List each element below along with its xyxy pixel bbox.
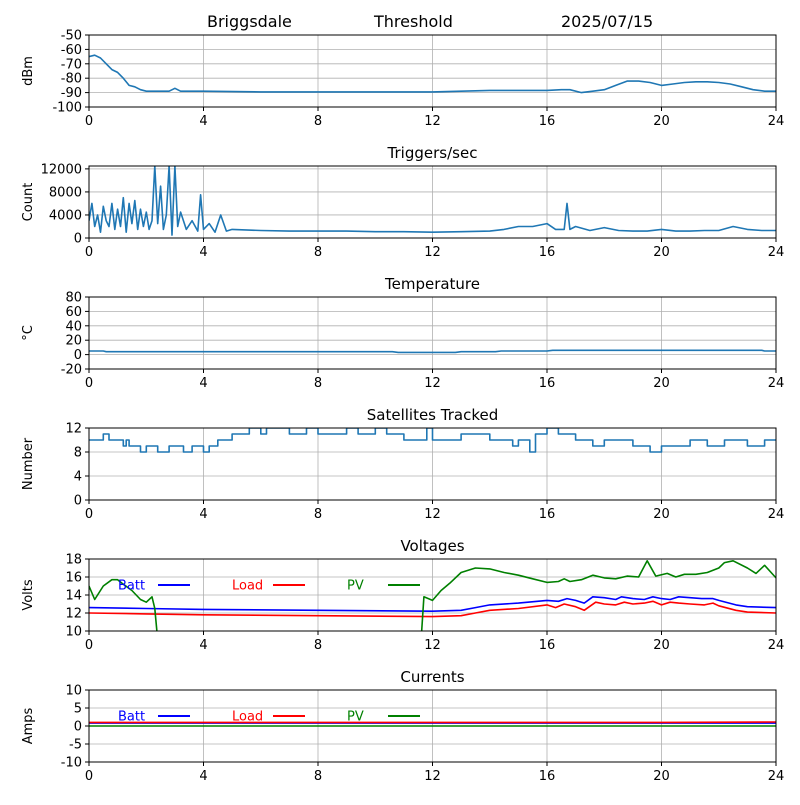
y-tick-label: 0 <box>74 232 82 247</box>
x-tick-label: 12 <box>424 245 441 260</box>
x-tick-label: 20 <box>653 769 670 784</box>
y-tick-label: -10 <box>61 756 82 771</box>
y-tick-label: 16 <box>65 571 82 586</box>
x-tick-label: 12 <box>424 114 441 129</box>
y-tick-label: 14 <box>65 589 82 604</box>
y-tick-label: 20 <box>65 334 82 349</box>
x-tick-label: 24 <box>768 376 785 391</box>
x-tick-label: 0 <box>85 638 93 653</box>
x-tick-label: 20 <box>653 376 670 391</box>
y-tick-label: 0 <box>74 348 82 363</box>
y-tick-label: 40 <box>65 319 82 334</box>
panel-title: Voltages <box>400 537 464 555</box>
x-tick-label: 20 <box>653 638 670 653</box>
header-date: 2025/07/15 <box>561 12 653 31</box>
x-tick-label: 20 <box>653 507 670 522</box>
y-tick-label: 5 <box>74 702 82 717</box>
x-tick-label: 12 <box>424 769 441 784</box>
y-axis-label: dBm <box>21 56 36 86</box>
x-tick-label: 24 <box>768 245 785 260</box>
legend-label: Batt <box>118 710 145 725</box>
x-tick-label: 8 <box>314 114 322 129</box>
y-axis-label: Amps <box>21 707 36 744</box>
x-tick-label: 16 <box>539 245 556 260</box>
x-tick-label: 20 <box>653 114 670 129</box>
y-tick-label: -5 <box>69 738 82 753</box>
x-tick-label: 16 <box>539 376 556 391</box>
y-tick-label: -70 <box>61 57 82 72</box>
panel-title: Currents <box>400 668 464 686</box>
header-mode: Threshold <box>373 12 453 31</box>
legend-label: PV <box>347 579 364 594</box>
x-tick-label: 8 <box>314 769 322 784</box>
legend-label: Batt <box>118 579 145 594</box>
y-tick-label: 0 <box>74 720 82 735</box>
panel-title: Satellites Tracked <box>367 406 498 424</box>
y-tick-label: -50 <box>61 29 82 44</box>
y-tick-label: 18 <box>65 553 82 568</box>
y-axis-label: Number <box>21 437 36 490</box>
y-tick-label: -90 <box>61 86 82 101</box>
x-tick-label: 12 <box>424 507 441 522</box>
x-tick-label: 4 <box>199 507 207 522</box>
x-tick-label: 0 <box>85 376 93 391</box>
x-tick-label: 4 <box>199 245 207 260</box>
y-tick-label: 12 <box>65 422 82 437</box>
x-tick-label: 12 <box>424 376 441 391</box>
x-tick-label: 8 <box>314 638 322 653</box>
y-tick-label: 8000 <box>49 185 82 200</box>
x-tick-label: 24 <box>768 114 785 129</box>
y-tick-label: 4000 <box>49 208 82 223</box>
y-tick-label: 80 <box>65 291 82 306</box>
x-tick-label: 16 <box>539 507 556 522</box>
y-tick-label: 10 <box>65 625 82 640</box>
x-tick-label: 12 <box>424 638 441 653</box>
legend-label: PV <box>347 710 364 725</box>
header-station: Briggsdale <box>207 12 292 31</box>
y-axis-label: Volts <box>21 579 36 611</box>
x-tick-label: 16 <box>539 114 556 129</box>
y-tick-label: 10 <box>65 684 82 699</box>
x-tick-label: 20 <box>653 245 670 260</box>
x-tick-label: 4 <box>199 638 207 653</box>
x-tick-label: 24 <box>768 769 785 784</box>
y-tick-label: 12 <box>65 607 82 622</box>
x-tick-label: 8 <box>314 245 322 260</box>
legend-label: Load <box>232 579 263 594</box>
x-tick-label: 8 <box>314 376 322 391</box>
x-tick-label: 4 <box>199 376 207 391</box>
panel-title: Temperature <box>384 275 480 293</box>
legend-label: Load <box>232 710 263 725</box>
y-axis-label: °C <box>21 325 36 341</box>
x-tick-label: 0 <box>85 114 93 129</box>
x-tick-label: 4 <box>199 114 207 129</box>
y-tick-label: -100 <box>52 101 82 116</box>
y-tick-label: 60 <box>65 305 82 320</box>
x-tick-label: 16 <box>539 638 556 653</box>
panel-title: Triggers/sec <box>387 144 478 162</box>
y-tick-label: 8 <box>74 446 82 461</box>
y-tick-label: 12000 <box>41 162 82 177</box>
x-tick-label: 0 <box>85 507 93 522</box>
x-tick-label: 24 <box>768 638 785 653</box>
x-tick-label: 0 <box>85 769 93 784</box>
y-tick-label: -20 <box>61 363 82 378</box>
y-tick-label: 4 <box>74 470 82 485</box>
x-tick-label: 0 <box>85 245 93 260</box>
x-tick-label: 24 <box>768 507 785 522</box>
y-tick-label: -60 <box>61 43 82 58</box>
x-tick-label: 16 <box>539 769 556 784</box>
y-axis-label: Count <box>21 183 36 222</box>
y-tick-label: 0 <box>74 494 82 509</box>
x-tick-label: 4 <box>199 769 207 784</box>
y-tick-label: -80 <box>61 72 82 87</box>
x-tick-label: 8 <box>314 507 322 522</box>
